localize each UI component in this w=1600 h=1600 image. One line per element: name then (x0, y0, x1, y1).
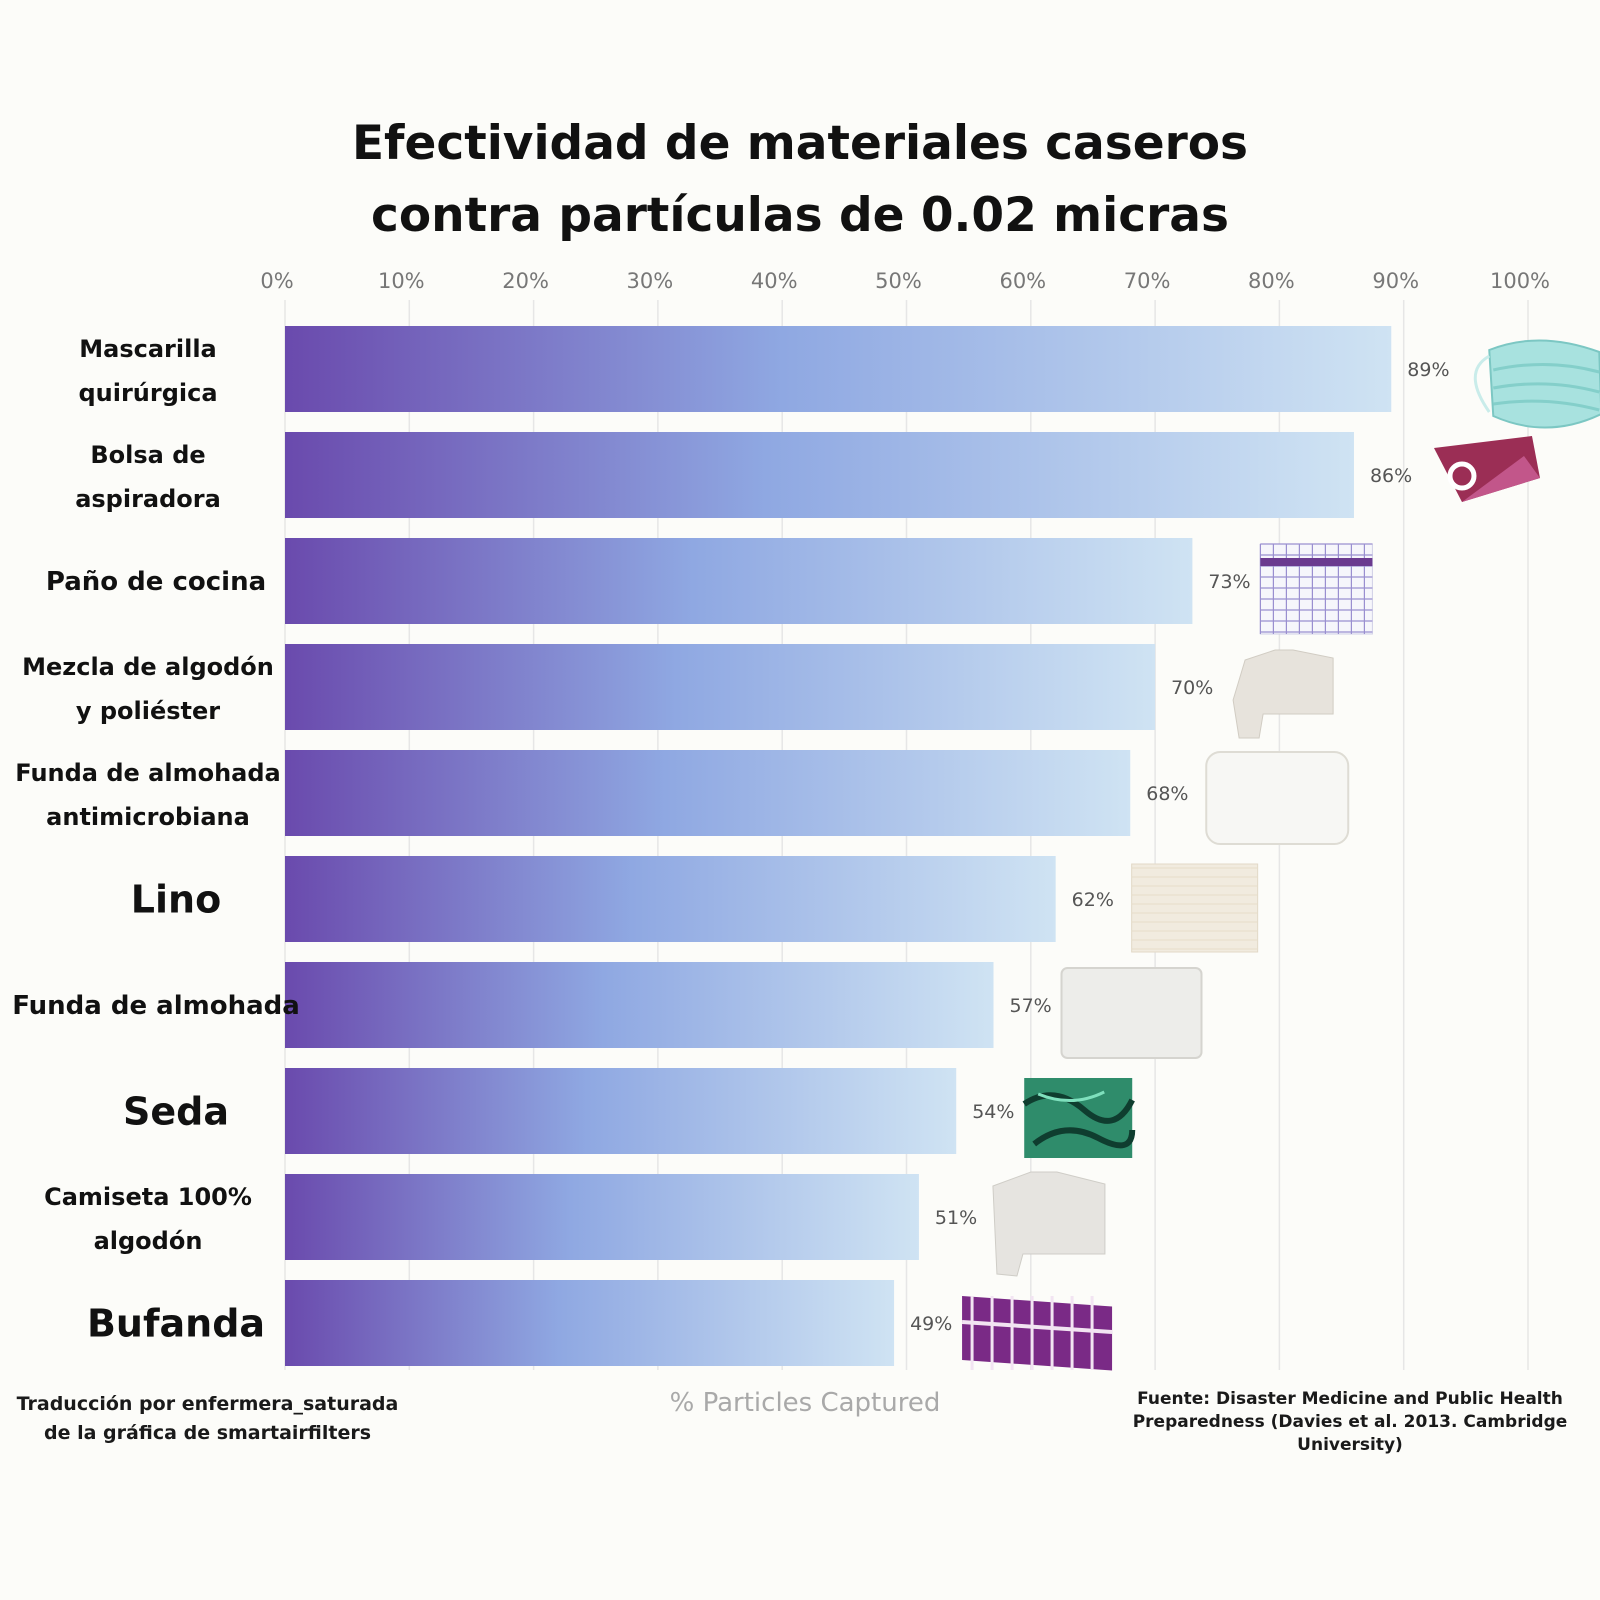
surgical-mask-icon (1473, 339, 1600, 429)
value-label: 49% (910, 1313, 952, 1335)
value-label: 86% (1370, 465, 1412, 487)
chart-title-line-2: contra partículas de 0.02 micras (371, 188, 1229, 243)
value-labels: 89% 86% 73% 70% 68% 62% 57% 54% 51% 49% (910, 359, 1449, 1335)
category-label-line: Bolsa de (90, 441, 205, 469)
vacuum-bag-icon (1433, 436, 1540, 502)
picture-part (962, 1296, 1113, 1371)
silk-fabric-icon (1022, 1078, 1136, 1158)
category-label-line: Mascarilla (79, 335, 217, 363)
bar (285, 1280, 895, 1366)
source-line-2: Preparedness (Davies et al. 2013. Cambri… (1132, 1412, 1568, 1432)
chart-title-line-1: Efectividad de materiales caseros (351, 116, 1249, 171)
tick-label: 90% (1372, 269, 1419, 293)
tick-label: 100% (1490, 269, 1550, 293)
bar (285, 326, 1392, 412)
picture-part (1260, 558, 1373, 566)
category-label: Funda de almohada (12, 991, 300, 1021)
picture-part (1447, 461, 1477, 491)
bar (285, 750, 1131, 836)
bar (285, 962, 994, 1048)
tick-label: 30% (627, 269, 674, 293)
bar (285, 1068, 957, 1154)
picture-part (992, 1171, 1106, 1277)
tick-label: 10% (378, 269, 425, 293)
picture-part (1131, 863, 1259, 953)
tick-label: 80% (1248, 269, 1295, 293)
plaid-scarf-icon (961, 1296, 1113, 1371)
dish-towel-icon (1259, 543, 1373, 635)
picture-part (1037, 1090, 1105, 1103)
category-label-line: antimicrobiana (46, 803, 250, 831)
category-label-line: Mezcla de algodón (22, 653, 274, 681)
value-label: 89% (1407, 359, 1449, 381)
antimicrobial-pillowcase-icon (1205, 751, 1350, 845)
bar (285, 432, 1354, 518)
picture-part (1060, 967, 1203, 1059)
category-label-line: y poliéster (76, 697, 220, 725)
bars (285, 326, 1392, 1366)
chart-title: Efectividad de materiales caseros contra… (0, 108, 1600, 252)
value-label: 54% (972, 1101, 1014, 1123)
linen-fabric-icon (1131, 863, 1259, 953)
category-label: Lino (131, 877, 221, 921)
source-line-1: Fuente: Disaster Medicine and Public Hea… (1137, 1389, 1563, 1409)
source-line-3: University) (1297, 1435, 1403, 1455)
value-label: 62% (1072, 889, 1114, 911)
material-images (961, 339, 1600, 1371)
translation-credit: Traducción por enfermera_saturada de la … (0, 1390, 415, 1448)
tick-label: 40% (751, 269, 798, 293)
picture-part (1205, 751, 1350, 845)
picture-part (1492, 362, 1600, 412)
category-label: Seda (123, 1089, 229, 1133)
tick-label: 50% (875, 269, 922, 293)
category-label-line: algodón (94, 1227, 203, 1255)
value-label: 70% (1171, 677, 1213, 699)
bar (285, 644, 1156, 730)
source-note: Fuente: Disaster Medicine and Public Hea… (1120, 1388, 1580, 1457)
x-axis-ticks: 0% 10% 20% 30% 40% 50% 60% 70% 80% 90% 100% (260, 269, 1550, 293)
tick-label: 0% (260, 269, 293, 293)
bar (285, 538, 1193, 624)
value-label: 51% (935, 1207, 977, 1229)
category-label-line: aspiradora (75, 485, 221, 513)
bar (285, 856, 1056, 942)
category-label: Paño de cocina (46, 567, 266, 597)
category-label-line: Funda de almohada (15, 759, 281, 787)
credit-line-1: Traducción por enfermera_saturada (16, 1393, 399, 1415)
value-label: 57% (1010, 995, 1052, 1017)
picture-part (1461, 456, 1540, 502)
tick-label: 70% (1124, 269, 1171, 293)
category-label-line: quirúrgica (78, 379, 217, 407)
credit-line-2: de la gráfica de smartairfilters (43, 1422, 372, 1444)
value-label: 73% (1208, 571, 1250, 593)
category-label: Bufanda (87, 1301, 265, 1345)
category-label-line: Camiseta 100% (44, 1183, 252, 1211)
pillowcase-icon (1060, 967, 1203, 1059)
picture-part (1232, 649, 1334, 739)
category-labels: Mascarilla quirúrgica Bolsa de aspiradora Pa… (12, 335, 300, 1345)
cotton-poly-shirt-icon (1232, 649, 1334, 739)
picture-part (1473, 354, 1491, 413)
picture-part (961, 1320, 1113, 1334)
cotton-tshirt-icon (992, 1171, 1106, 1277)
value-label: 68% (1146, 783, 1188, 805)
bar (285, 1174, 919, 1260)
x-axis-label: % Particles Captured (669, 1388, 941, 1418)
tick-label: 60% (999, 269, 1046, 293)
tick-label: 20% (502, 269, 549, 293)
